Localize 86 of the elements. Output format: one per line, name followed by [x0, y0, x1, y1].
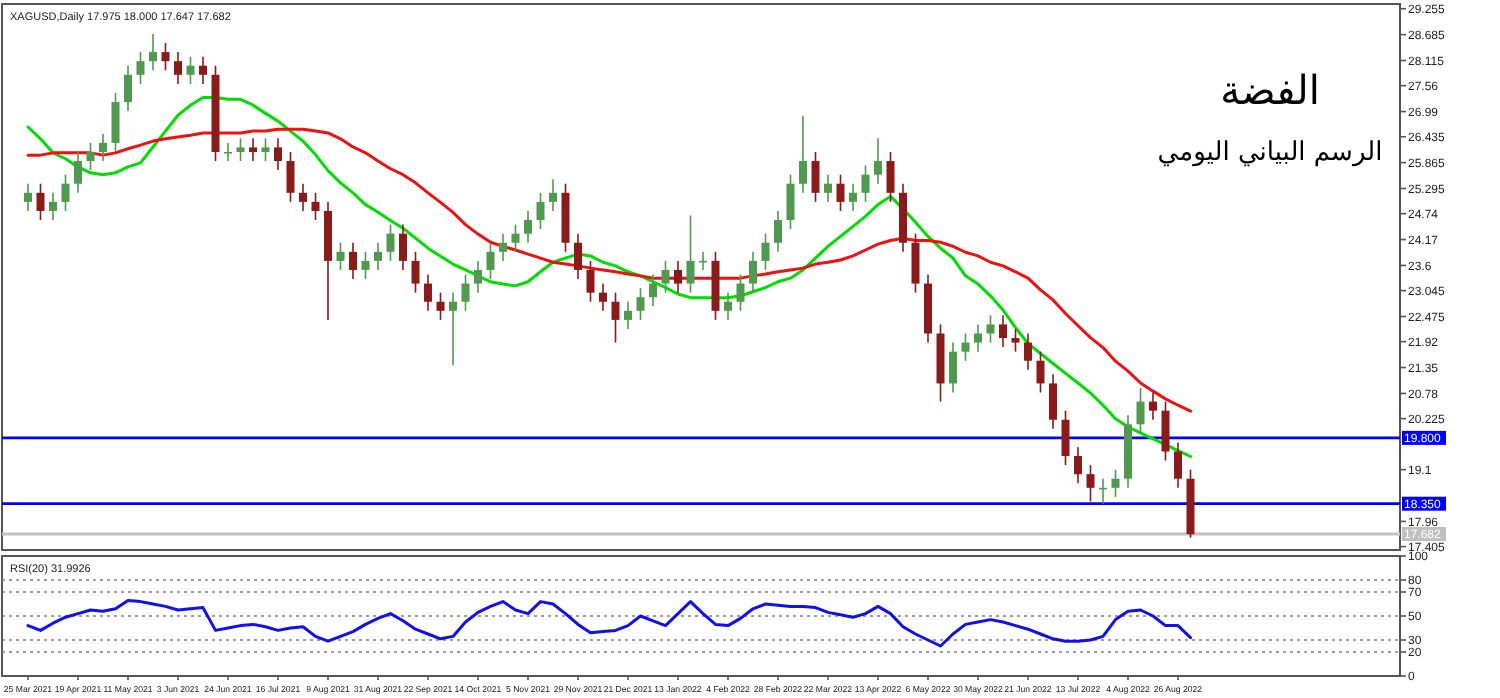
candlestick [599, 282, 607, 312]
candlestick [886, 151, 895, 203]
candlestick [174, 51, 182, 85]
candlestick [274, 137, 282, 171]
candlestick [224, 142, 232, 162]
candlestick [136, 51, 145, 85]
candlestick [674, 260, 682, 294]
candlestick [749, 251, 757, 294]
candlestick [974, 323, 982, 353]
candlestick [1011, 328, 1020, 353]
candlestick [986, 314, 995, 344]
candlestick [1111, 468, 1120, 498]
candlestick [624, 300, 632, 330]
candlestick [449, 291, 457, 367]
candlestick [436, 291, 445, 321]
candlestick [386, 223, 395, 262]
candlestick [161, 42, 170, 72]
candlestick [399, 223, 407, 271]
candlestick [24, 182, 32, 212]
candlestick [99, 133, 107, 162]
candlestick [461, 273, 470, 312]
candlestick [1061, 409, 1070, 466]
candlestick [1161, 400, 1170, 462]
candlestick [411, 251, 420, 294]
candlestick [536, 192, 545, 230]
candlestick [286, 151, 295, 203]
candlestick [36, 182, 45, 221]
candlestick [299, 182, 307, 212]
candlestick [586, 260, 595, 303]
candlestick [874, 137, 882, 185]
candlestick [311, 192, 320, 221]
candlestick [124, 64, 132, 112]
candlestick [499, 232, 507, 262]
candlestick [74, 151, 82, 194]
candlestick [686, 214, 695, 294]
candlestick [349, 241, 357, 280]
candlestick [149, 33, 157, 72]
candlestick [799, 114, 807, 194]
candlestick [374, 241, 382, 271]
candlestick [574, 232, 582, 280]
candlestick [61, 173, 70, 212]
candlestick [1149, 391, 1157, 421]
candlestick [849, 182, 857, 212]
candlestick [474, 260, 482, 294]
candlestick [511, 223, 520, 253]
candlestick [761, 232, 770, 271]
candlestick [1174, 441, 1182, 489]
candlestick [786, 173, 795, 230]
candlestick [236, 137, 245, 162]
candlestick [336, 241, 345, 271]
text: الرسم البياني اليومي [1157, 138, 1383, 168]
candlestick [911, 232, 920, 294]
candlestick [736, 273, 745, 312]
candlestick [249, 137, 257, 162]
line-series [26, 598, 1192, 648]
candlestick [774, 210, 782, 253]
candlestick [636, 287, 645, 321]
candlestick [199, 55, 207, 85]
candlestick [661, 260, 670, 294]
candlestick [261, 137, 270, 162]
candlestick [1024, 332, 1032, 371]
candlestick [486, 241, 495, 280]
candlestick [861, 164, 870, 203]
candlestick [1086, 464, 1095, 503]
candlestick [49, 192, 57, 221]
candlestick [111, 92, 120, 153]
candlestick [424, 273, 432, 312]
candlestick [836, 173, 845, 212]
candlestick [1049, 373, 1057, 430]
text: الفضة [1220, 66, 1320, 114]
candlestick [611, 291, 620, 344]
candlestick [824, 173, 832, 203]
candlestick [1074, 446, 1082, 485]
candlestick [1136, 387, 1145, 435]
candlestick [949, 341, 957, 394]
candlestick [524, 210, 532, 244]
candlestick [999, 314, 1007, 348]
candlestick [724, 291, 732, 321]
candlestick [361, 251, 370, 280]
candlestick [649, 273, 657, 308]
candlestick [86, 142, 95, 171]
candlestick [811, 151, 820, 203]
candlestick [186, 55, 195, 85]
candlestick [961, 332, 970, 362]
candlestick [549, 178, 557, 212]
candlestick [1036, 350, 1045, 394]
